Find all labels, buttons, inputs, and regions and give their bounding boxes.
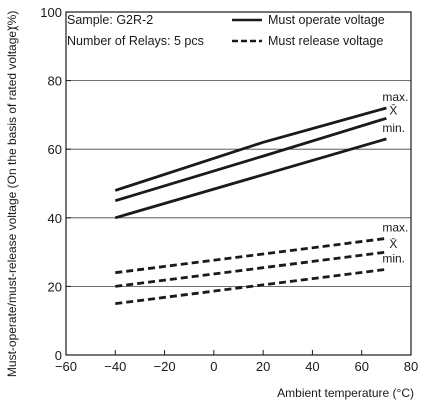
x-tick-label: 0 — [210, 359, 217, 374]
series-line-release-min — [115, 267, 387, 305]
legend-label-operate: Must operate voltage — [268, 13, 385, 27]
x-tick-label: −20 — [154, 359, 176, 374]
y-tick-label: 100 — [40, 5, 62, 20]
y-tick-label: 0 — [55, 348, 62, 363]
series-line-operate-mean — [114, 116, 387, 203]
x-tick-label: −40 — [104, 359, 126, 374]
tick-layer: −60 −40 −20 0 20 40 60 80 0 20 40 60 80 100 — [40, 5, 418, 374]
x-tick-label: 60 — [354, 359, 368, 374]
y-tick-label: 40 — [48, 211, 62, 226]
annotation-layer: max.X̄min.max.X̄min. — [382, 90, 408, 265]
y-axis-unit: (%) — [5, 11, 19, 30]
series-line-release-mean — [115, 250, 387, 288]
annotation-mean: X̄ — [389, 103, 397, 117]
y-tick-label: 60 — [48, 142, 62, 157]
relays-text: Number of Relays: 5 pcs — [67, 34, 204, 48]
info-box: Sample: G2R-2 Number of Relays: 5 pcs — [67, 13, 204, 48]
legend: Must operate voltage Must release voltag… — [232, 13, 385, 48]
y-tick-label: 80 — [48, 74, 62, 89]
x-tick-label: 80 — [404, 359, 418, 374]
sample-text: Sample: G2R-2 — [67, 13, 153, 27]
x-tick-label: 40 — [305, 359, 319, 374]
series-layer — [114, 106, 387, 305]
annotation-min: min. — [382, 251, 405, 265]
series-line-operate-min — [114, 137, 387, 220]
plot-frame — [65, 11, 412, 356]
annotation-min: min. — [382, 121, 405, 135]
y-tick-label: 20 — [48, 279, 62, 294]
annotation-max: max. — [382, 220, 408, 234]
legend-label-release: Must release voltage — [268, 34, 383, 48]
series-line-operate-max — [114, 106, 387, 192]
annotation-max: max. — [382, 90, 408, 104]
annotation-mean: X̄ — [389, 237, 397, 251]
x-tick-label: −60 — [55, 359, 77, 374]
x-tick-label: 20 — [256, 359, 270, 374]
y-axis-label: Must-operate/must-release voltage (On th… — [5, 27, 19, 377]
x-axis-label: Ambient temperature (°C) — [277, 386, 414, 400]
series-line-release-max — [115, 237, 387, 275]
